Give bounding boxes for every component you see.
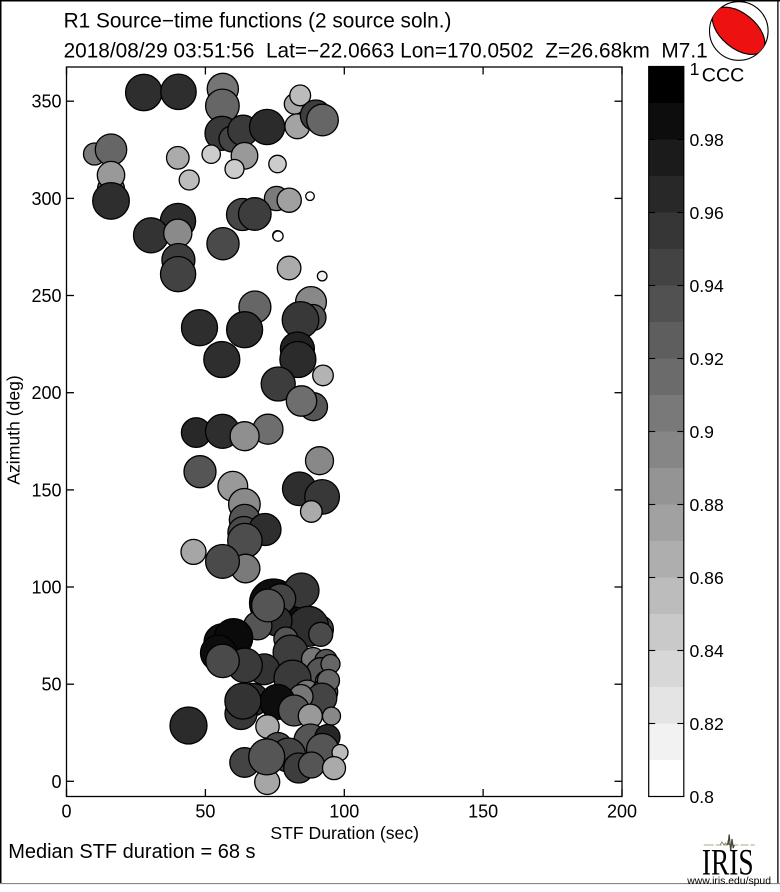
svg-text:150: 150: [31, 480, 61, 500]
svg-text:100: 100: [329, 801, 359, 821]
svg-text:0.98: 0.98: [690, 130, 724, 150]
svg-text:0: 0: [51, 772, 61, 792]
svg-text:0.8: 0.8: [690, 787, 715, 807]
svg-text:300: 300: [31, 189, 61, 209]
svg-text:2018/08/29 03:51:56 Lat=−22.0: 2018/08/29 03:51:56 Lat=−22.0663 Lon=170…: [64, 40, 708, 63]
svg-text:0.96: 0.96: [690, 203, 724, 223]
svg-text:100: 100: [31, 578, 61, 598]
svg-text:150: 150: [468, 801, 498, 821]
svg-text:www.iris.edu/spud: www.iris.edu/spud: [686, 876, 771, 887]
svg-text:IRIS: IRIS: [702, 842, 754, 883]
svg-text:250: 250: [31, 286, 61, 306]
svg-text:200: 200: [607, 801, 637, 821]
svg-text:Azimuth (deg): Azimuth (deg): [4, 375, 24, 485]
svg-text:50: 50: [41, 675, 61, 695]
svg-text:0.84: 0.84: [690, 641, 724, 661]
svg-text:350: 350: [31, 92, 61, 112]
svg-text:1: 1: [690, 59, 700, 79]
svg-text:R1 Source−time functions (2 so: R1 Source−time functions (2 source soln.…: [64, 10, 452, 33]
svg-text:50: 50: [195, 801, 215, 821]
svg-text:0.92: 0.92: [690, 349, 724, 369]
svg-text:0.82: 0.82: [690, 714, 724, 734]
svg-text:0.94: 0.94: [690, 276, 724, 296]
svg-text:STF Duration (sec): STF Duration (sec): [270, 823, 419, 843]
svg-text:0: 0: [61, 801, 71, 821]
svg-text:0.9: 0.9: [690, 422, 714, 442]
svg-text:200: 200: [31, 383, 61, 403]
svg-text:Median STF duration = 68 s: Median STF duration = 68 s: [8, 841, 255, 863]
svg-text:0.86: 0.86: [690, 568, 724, 588]
svg-text:0.88: 0.88: [690, 495, 724, 515]
svg-text:CCC: CCC: [702, 64, 744, 86]
